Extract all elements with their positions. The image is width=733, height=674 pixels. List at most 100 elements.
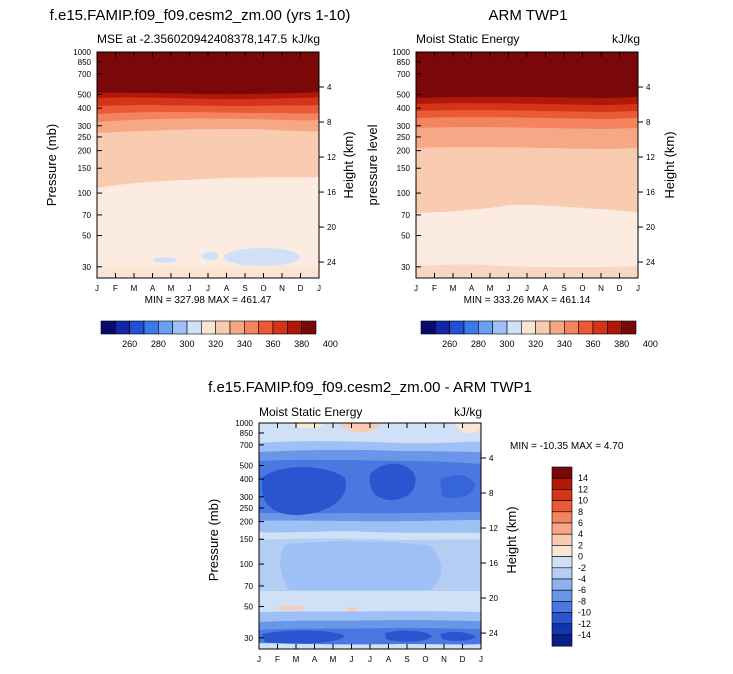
diff-ytick-label: 400 <box>240 475 254 484</box>
panel-model: f.e15.FAMIP.f09_f09.cesm2_zm.00 (yrs 1-1… <box>44 7 356 349</box>
diff-colorbar-label: -12 <box>578 619 591 629</box>
model-xtick-label: J <box>317 284 321 293</box>
model-colorbar-box <box>244 320 259 335</box>
diff-ytick-label: 250 <box>240 504 254 513</box>
obs-xtick-label: N <box>598 284 604 293</box>
obs-height-tick-label: 8 <box>646 118 651 127</box>
diff-stats: MIN = -10.35 MAX = 4.70 <box>510 441 624 452</box>
model-xtick-label: M <box>168 284 175 293</box>
diff-height-tick-label: 8 <box>489 489 494 498</box>
diff-colorbar-label: -14 <box>578 630 591 640</box>
diff-colorbar-label: -6 <box>578 585 586 595</box>
model-ytick-label: 100 <box>78 189 92 198</box>
obs-height-tick-label: 20 <box>646 223 655 232</box>
diff-contour-field <box>259 423 481 649</box>
model-xtick-label: F <box>113 284 118 293</box>
obs-ytick-label: 70 <box>401 211 410 220</box>
diff-colorbar-box <box>551 623 573 636</box>
model-xtick-label: O <box>260 284 266 293</box>
obs-ytick-label: 150 <box>397 164 411 173</box>
model-units: kJ/kg <box>292 32 320 46</box>
obs-xtick-label: O <box>579 284 585 293</box>
diff-ylabel: Pressure (mb) <box>206 499 221 581</box>
model-stats: MIN = 327.98 MAX = 461.47 <box>145 295 272 306</box>
obs-xtick-label: M <box>450 284 457 293</box>
model-xtick-label: J <box>206 284 210 293</box>
diff-colorbar-box <box>551 634 573 647</box>
obs-ytick-label: 850 <box>397 58 411 67</box>
obs-colorbar-label: 320 <box>528 339 543 349</box>
obs-ytick-label: 30 <box>401 263 410 272</box>
model-ytick-label: 700 <box>78 70 92 79</box>
obs-colorbar-box <box>492 320 508 335</box>
diff-colorbar-box <box>551 533 573 546</box>
model-ytick-label: 150 <box>78 164 92 173</box>
diff-colorbar-box <box>551 589 573 602</box>
obs-colorbar-box <box>578 320 594 335</box>
diff-colorbar-label: -8 <box>578 596 586 606</box>
diff-ytick-label: 1000 <box>235 419 253 428</box>
obs-ytick-label: 1000 <box>392 48 410 57</box>
model-title: f.e15.FAMIP.f09_f09.cesm2_zm.00 (yrs 1-1… <box>50 7 351 24</box>
diff-colorbar-label: 6 <box>578 518 583 528</box>
obs-colorbar-box <box>435 320 450 335</box>
model-y2label: Height (km) <box>341 131 356 198</box>
model-height-tick-label: 12 <box>327 153 336 162</box>
diff-colorbar-label: 10 <box>578 496 588 506</box>
diff-subtitle: Moist Static Energy <box>259 405 362 419</box>
model-colorbar-box <box>186 320 202 335</box>
model-ylabel: Pressure (mb) <box>44 124 59 206</box>
diff-colorbar-box <box>551 522 573 535</box>
obs-colorbar: 260 280 300 320 340 360 380 400 <box>420 320 658 349</box>
model-height-tick-label: 24 <box>327 258 336 267</box>
diff-ytick-label: 200 <box>240 518 254 527</box>
obs-colorbar-box <box>592 320 608 335</box>
obs-subtitle: Moist Static Energy <box>416 32 519 46</box>
model-colorbar-label: 300 <box>179 339 194 349</box>
panel-obs: ARM TWP1 Moist Static Energy kJ/kg 30 50 7… <box>365 7 677 349</box>
obs-xtick-label: J <box>636 284 640 293</box>
obs-colorbar-box <box>506 320 522 335</box>
obs-colorbar-label: 280 <box>471 339 486 349</box>
model-height-tick-label: 20 <box>327 223 336 232</box>
model-xtick-label: J <box>188 284 192 293</box>
diff-ytick-label: 30 <box>244 634 253 643</box>
obs-xtick-label: M <box>487 284 494 293</box>
diff-colorbar-box <box>551 466 573 479</box>
obs-colorbar-box <box>549 320 565 335</box>
obs-colorbar-label: 260 <box>442 339 457 349</box>
diff-colorbar-box <box>551 500 573 513</box>
diff-xtick-label: F <box>275 655 280 664</box>
diff-colorbar-box <box>551 511 573 524</box>
model-colorbar-label: 400 <box>323 339 338 349</box>
diff-colorbar-label: 4 <box>578 529 583 539</box>
model-subtitle: MSE at -2.356020942408378,147.5 <box>97 32 287 46</box>
diff-colorbar-label: 14 <box>578 473 588 483</box>
obs-xtick-label: J <box>525 284 529 293</box>
diff-xtick-label: M <box>330 655 337 664</box>
model-ytick-label: 50 <box>82 232 91 241</box>
model-colorbar-box <box>172 320 188 335</box>
obs-colorbar-box <box>449 320 465 335</box>
model-contour-field <box>97 52 319 278</box>
obs-xtick-label: S <box>561 284 566 293</box>
obs-colorbar-label: 340 <box>557 339 572 349</box>
diff-height-tick-label: 4 <box>489 454 494 463</box>
diff-colorbar-label: 12 <box>578 484 588 494</box>
diff-height-tick-label: 20 <box>489 594 498 603</box>
diff-colorbar-box <box>551 556 573 569</box>
diff-colorbar-label: -2 <box>578 563 586 573</box>
model-ytick-label: 70 <box>82 211 91 220</box>
diff-height-tick-label: 16 <box>489 559 498 568</box>
diff-colorbar-box <box>551 567 573 580</box>
diff-colorbar-box <box>551 578 573 591</box>
panel-diff: f.e15.FAMIP.f09_f09.cesm2_zm.00 - ARM TW… <box>206 379 624 664</box>
obs-ylabel: pressure level <box>365 124 380 205</box>
model-xtick-label: M <box>131 284 138 293</box>
model-colorbar-box <box>229 320 245 335</box>
model-colorbar-box <box>287 320 302 335</box>
diff-colorbar-box <box>551 545 573 557</box>
